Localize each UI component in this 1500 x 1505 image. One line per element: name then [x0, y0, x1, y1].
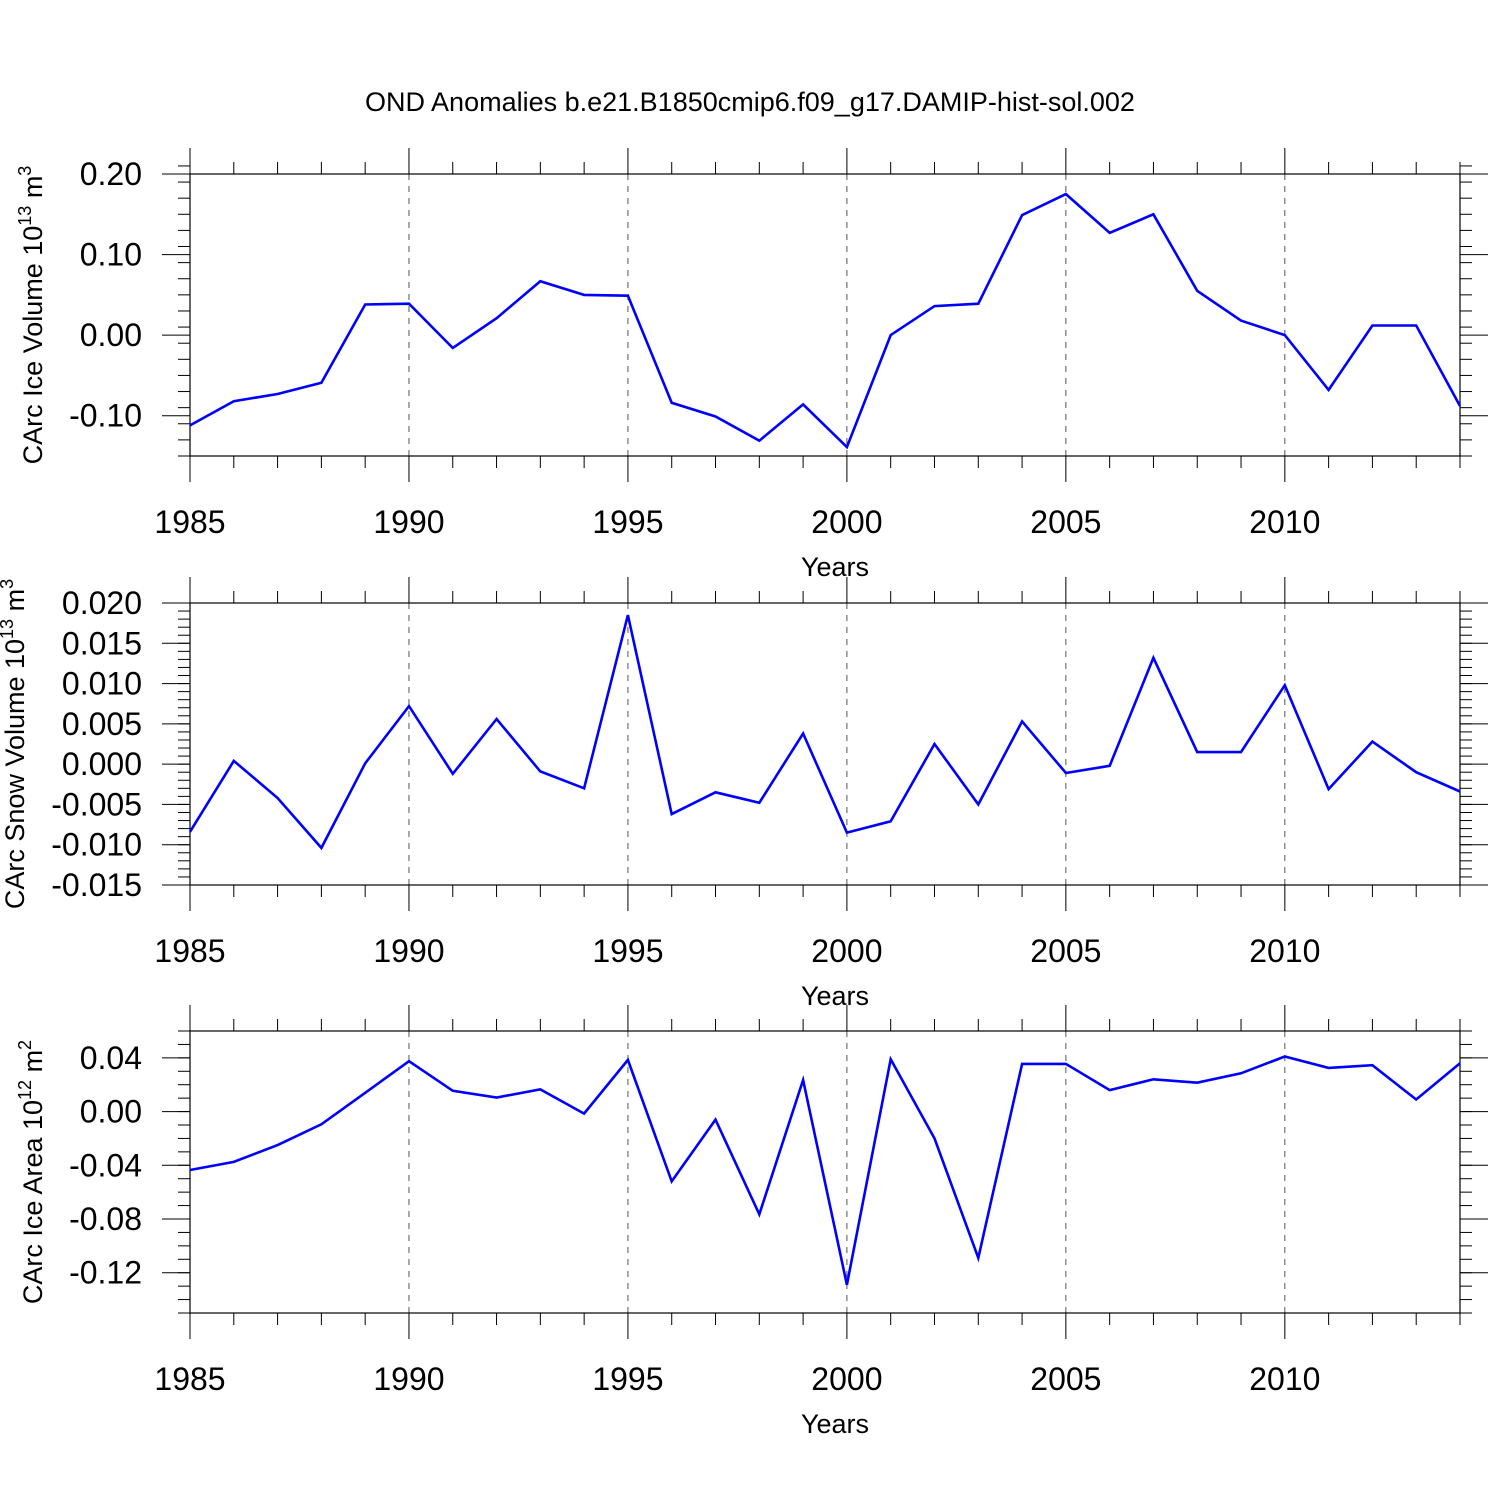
x-tick-label: 1990 — [373, 504, 444, 540]
panels: 1985 1990 1995 2000 2005 2010 Years 0.20 0.10 0.0… — [0, 148, 1488, 1439]
y-tick-label: 0.015 — [62, 625, 142, 661]
x-tick-label: 1995 — [592, 504, 663, 540]
plot-frame — [189, 173, 1461, 457]
plot-frame — [189, 1030, 1461, 1314]
x-tick-label: 2000 — [811, 504, 882, 540]
x-tick-label: 1990 — [373, 1361, 444, 1397]
chart-title: OND Anomalies b.e21.B1850cmip6.f09_g17.D… — [365, 87, 1135, 117]
y-tick-label: 0.04 — [80, 1040, 142, 1076]
y-axis-label: CArc Snow Volume 1013 m3 — [0, 579, 30, 909]
panel-3: 1985 1990 1995 2000 2005 2010 Years 0.04 0.00 -0.… — [15, 1005, 1488, 1439]
y-tick-label: -0.005 — [51, 786, 142, 822]
x-tick-label: 1990 — [373, 933, 444, 969]
x-axis-label: Years — [801, 552, 869, 582]
y-axis-label-unit-exponent: 2 — [15, 1040, 35, 1050]
x-tick-label: 2010 — [1249, 933, 1320, 969]
x-tick-label: 1985 — [154, 1361, 225, 1397]
y-axis-label-exponent: 13 — [15, 206, 35, 226]
y-axis-label-text: CArc Snow Volume 10 — [0, 639, 30, 909]
y-tick-label: 0.10 — [80, 237, 142, 273]
panel-1: 1985 1990 1995 2000 2005 2010 Years 0.20 0.10 0.0… — [15, 148, 1488, 582]
y-tick-label: 0.010 — [62, 666, 142, 702]
y-axis-label-unit: m — [18, 176, 48, 206]
series-line — [189, 1055, 1461, 1286]
x-tick-label: 1985 — [154, 504, 225, 540]
y-tick-label: 0.00 — [80, 1094, 142, 1130]
y-tick-label: 0.020 — [62, 585, 142, 621]
x-tick-label: 1995 — [592, 933, 663, 969]
x-tick-label: 2010 — [1249, 504, 1320, 540]
y-axis-label-unit-exponent: 3 — [15, 166, 35, 176]
y-axis-label: CArc Ice Volume 1013 m3 — [15, 166, 48, 465]
x-tick-label: 1985 — [154, 933, 225, 969]
plot-frame — [189, 602, 1461, 886]
x-tick-label: 1995 — [592, 1361, 663, 1397]
y-tick-label: 0.20 — [80, 156, 142, 192]
series-line — [188, 614, 1461, 851]
y-tick-label: -0.10 — [69, 398, 142, 434]
y-tick-label: -0.08 — [69, 1201, 142, 1237]
y-axis-label-text: CArc Ice Area 10 — [18, 1100, 48, 1304]
x-tick-label: 2005 — [1030, 1361, 1101, 1397]
y-tick-label: -0.010 — [51, 827, 142, 863]
y-tick-label: 0.005 — [62, 706, 142, 742]
x-axis-label: Years — [801, 1409, 869, 1439]
x-tick-label: 2005 — [1030, 504, 1101, 540]
y-axis-label: CArc Ice Area 1012 m2 — [15, 1040, 48, 1304]
series-line — [189, 192, 1462, 450]
y-axis-label-exponent: 13 — [0, 619, 17, 639]
x-tick-label: 2010 — [1249, 1361, 1320, 1397]
y-axis-label-unit-exponent: 3 — [0, 579, 17, 589]
y-tick-label: 0.000 — [62, 746, 142, 782]
y-tick-label: -0.12 — [69, 1255, 142, 1291]
y-tick-label: -0.04 — [69, 1147, 142, 1183]
x-tick-label: 2000 — [811, 1361, 882, 1397]
y-axis-label-unit: m — [18, 1050, 48, 1080]
y-tick-label: 0.00 — [80, 317, 142, 353]
y-axis-label-unit: m — [0, 589, 30, 619]
x-axis-label: Years — [801, 981, 869, 1011]
y-axis-label-text: CArc Ice Volume 10 — [18, 226, 48, 465]
x-tick-label: 2005 — [1030, 933, 1101, 969]
y-tick-label: -0.015 — [51, 867, 142, 903]
x-tick-label: 2000 — [811, 933, 882, 969]
y-axis-label-exponent: 12 — [15, 1080, 35, 1100]
panel-2: 1985 1990 1995 2000 2005 2010 Years 0.020 0.015 0… — [0, 577, 1488, 1011]
